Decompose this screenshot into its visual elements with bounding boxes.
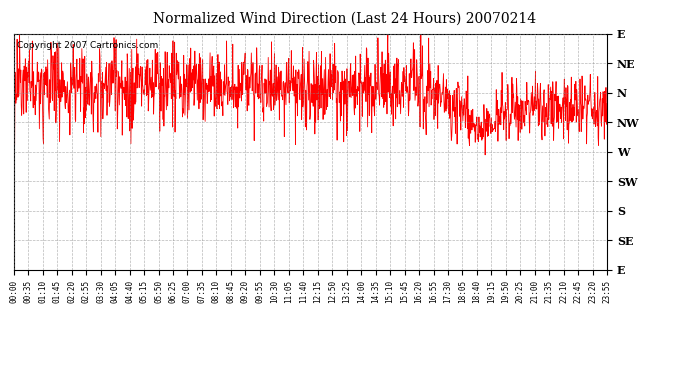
Text: Copyright 2007 Cartronics.com: Copyright 2007 Cartronics.com (17, 41, 158, 50)
Text: Normalized Wind Direction (Last 24 Hours) 20070214: Normalized Wind Direction (Last 24 Hours… (153, 11, 537, 25)
